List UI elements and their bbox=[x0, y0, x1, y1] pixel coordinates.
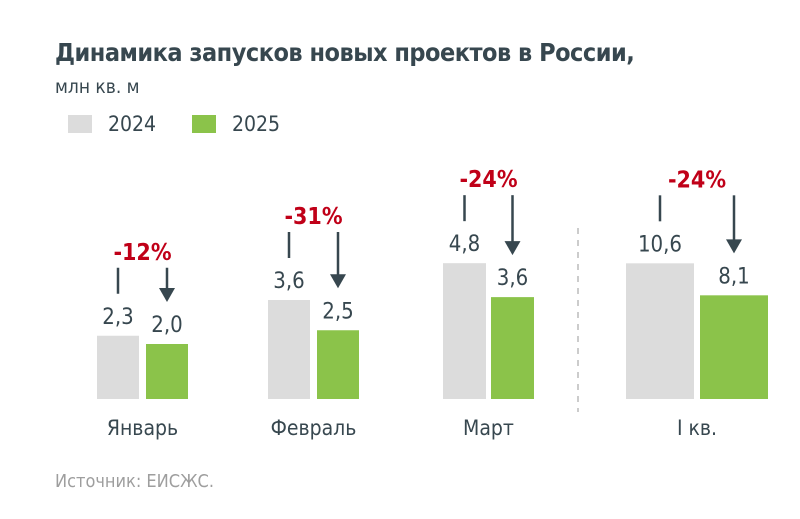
data-label-2024: 10,6 bbox=[638, 232, 682, 257]
legend-swatch bbox=[192, 115, 216, 133]
legend-label: 2024 bbox=[108, 112, 157, 136]
data-label-2025: 2,0 bbox=[151, 313, 182, 338]
change-label: -12% bbox=[113, 240, 171, 266]
data-label-2024: 3,6 bbox=[273, 269, 304, 294]
legend-item-2024: 2024 bbox=[68, 112, 156, 136]
chart-title: Динамика запусков новых проектов в Росси… bbox=[55, 38, 635, 67]
category-label: I кв. bbox=[677, 416, 717, 440]
bar-2025 bbox=[700, 295, 768, 399]
bar-2024 bbox=[268, 300, 310, 399]
legend-item-2025: 2025 bbox=[192, 112, 280, 136]
legend-swatch bbox=[68, 115, 92, 133]
change-arrow-head bbox=[330, 274, 346, 289]
bar-2024 bbox=[97, 335, 139, 399]
bar-2025 bbox=[491, 297, 534, 399]
bar-2024 bbox=[626, 263, 694, 399]
chart-subtitle: млн кв. м bbox=[55, 76, 140, 98]
bar-2025 bbox=[317, 330, 359, 399]
change-arrow-head bbox=[159, 288, 175, 302]
category-label: Февраль bbox=[271, 416, 357, 440]
bar-2025 bbox=[146, 344, 188, 399]
data-label-2025: 2,5 bbox=[322, 299, 353, 324]
change-label: -24% bbox=[459, 167, 517, 193]
legend-label: 2025 bbox=[232, 112, 281, 136]
change-arrow-head bbox=[726, 239, 742, 254]
source-note: Источник: ЕИСЖС. bbox=[55, 471, 214, 492]
bar-2024 bbox=[443, 263, 486, 399]
data-label-2024: 2,3 bbox=[102, 305, 133, 330]
data-label-2024: 4,8 bbox=[449, 232, 480, 257]
data-label-2025: 3,6 bbox=[497, 266, 528, 291]
change-label: -24% bbox=[668, 167, 726, 193]
category-label: Январь bbox=[107, 416, 178, 440]
change-label: -31% bbox=[284, 204, 342, 230]
category-label: Март bbox=[463, 416, 514, 440]
data-label-2025: 8,1 bbox=[718, 264, 749, 289]
change-arrow-head bbox=[504, 241, 521, 256]
